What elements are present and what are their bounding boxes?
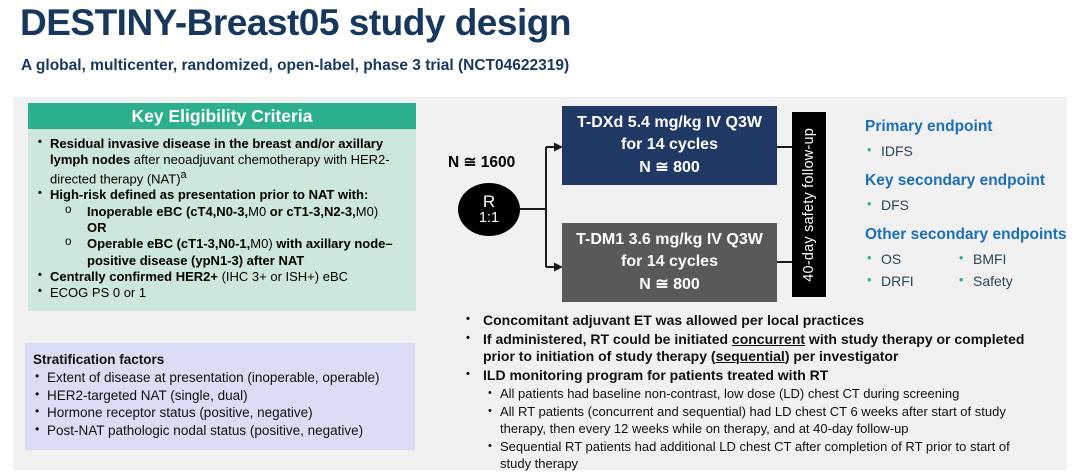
page-title: DESTINY-Breast05 study design — [20, 2, 571, 43]
arm-tdxd-n: N ≅ 800 — [639, 158, 700, 176]
stratification-item: Extent of disease at presentation (inope… — [33, 369, 407, 387]
randomization-r: R — [482, 191, 496, 211]
randomization-circle: R 1:1 — [458, 183, 520, 236]
arm-tdm1-cycles: for 14 cycles — [621, 253, 718, 271]
footnote-marker: a — [180, 168, 187, 181]
note-ild-monitoring: ILD monitoring program for patients trea… — [458, 367, 1050, 384]
endpoints-panel: Primary endpoint IDFS Key secondary endp… — [865, 118, 1080, 289]
primary-endpoint-heading: Primary endpoint — [865, 118, 993, 135]
subnote-rt-ct-schedule: All RT patients (concurrent and sequenti… — [486, 404, 1038, 438]
randomization-ratio: 1:1 — [478, 210, 500, 227]
stratification-box: Stratification factors Extent of disease… — [25, 343, 415, 450]
subnote-sequential-ct: Sequential RT patients had additional LD… — [486, 439, 1038, 473]
underlined-concurrent: concurrent — [731, 331, 806, 348]
eligibility-bullet-high-risk: High-risk defined as presentation prior … — [34, 187, 412, 203]
eligibility-sub-inoperable: Inoperable eBC (cT4,N0-3,M0 or cT1-3,N2-… — [34, 203, 412, 237]
endpoint-safety: Safety — [957, 273, 1080, 289]
stratification-title: Stratification factors — [33, 352, 165, 367]
eligibility-bullet-ecog: ECOG PS 0 or 1 — [34, 285, 412, 301]
page-subtitle: A global, multicenter, randomized, open-… — [21, 57, 570, 74]
eligibility-bullet-residual-disease: Residual invasive disease in the breast … — [34, 136, 412, 187]
note-rt-timing: If administered, RT could be initiated c… — [458, 331, 1050, 365]
arm-tdm1-n: N ≅ 800 — [639, 275, 700, 293]
safety-followup-label: 40-day safety follow-up — [801, 127, 817, 282]
endpoint-idfs: IDFS — [865, 143, 1080, 159]
stratification-item: Post-NAT pathologic nodal status (positi… — [33, 422, 407, 440]
endpoint-os: OS — [865, 251, 957, 267]
underlined-sequential: sequential — [715, 348, 785, 365]
stratification-item: Hormone receptor status (positive, negat… — [33, 404, 407, 422]
key-secondary-endpoint-heading: Key secondary endpoint — [865, 172, 1046, 189]
total-enrollment-label: N ≅ 1600 — [448, 154, 516, 171]
content-panel: Key Eligibility Criteria Residual invasi… — [13, 97, 1067, 471]
other-endpoints-grid: OS BMFI DRFI Safety — [865, 251, 1080, 289]
endpoint-dfs: DFS — [865, 197, 1080, 213]
arm-tdm1-dose: T-DM1 3.6 mg/kg IV Q3W — [576, 230, 763, 248]
arm-tdxd-box: T-DXd 5.4 mg/kg IV Q3W for 14 cycles N ≅… — [562, 106, 777, 185]
arm-tdm1-box: T-DM1 3.6 mg/kg IV Q3W for 14 cycles N ≅… — [562, 223, 777, 302]
eligibility-body: Residual invasive disease in the breast … — [28, 129, 416, 312]
note-concomitant-et: Concomitant adjuvant ET was allowed per … — [458, 312, 1050, 329]
safety-followup-bar: 40-day safety follow-up — [792, 112, 826, 297]
endpoint-bmfi: BMFI — [957, 251, 1080, 267]
stratification-item: HER2-targeted NAT (single, dual) — [33, 387, 407, 405]
eligibility-box: Key Eligibility Criteria Residual invasi… — [28, 103, 416, 312]
study-notes: Concomitant adjuvant ET was allowed per … — [458, 312, 1070, 474]
eligibility-sub-operable: Operable eBC (cT1-3,N0-1,M0) with axilla… — [34, 235, 412, 269]
other-secondary-endpoints-heading: Other secondary endpoints — [865, 226, 1067, 243]
eligibility-bullet-her2: Centrally confirmed HER2+ (IHC 3+ or ISH… — [34, 269, 412, 285]
subnote-baseline-ct: All patients had baseline non-contrast, … — [486, 386, 1038, 403]
ild-monitoring-sublist: All patients had baseline non-contrast, … — [486, 386, 1070, 472]
eligibility-header: Key Eligibility Criteria — [28, 103, 416, 129]
endpoint-drfi: DRFI — [865, 273, 957, 289]
eligibility-sub-or: OR — [87, 219, 107, 235]
arm-tdxd-dose: T-DXd 5.4 mg/kg IV Q3W — [577, 113, 762, 131]
arm-tdxd-cycles: for 14 cycles — [621, 136, 718, 154]
